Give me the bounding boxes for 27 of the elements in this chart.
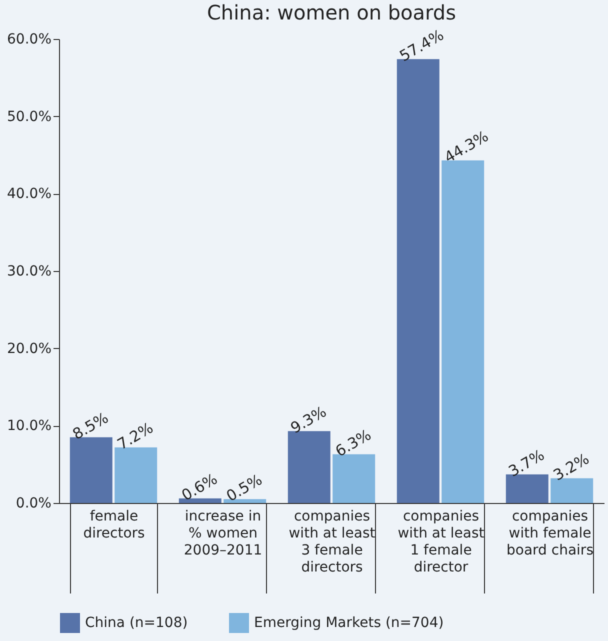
chart-title: China: women on boards (206, 0, 456, 25)
bar (224, 499, 266, 503)
y-tick-label: 40.0% (7, 186, 52, 202)
y-tick-label: 50.0% (7, 108, 52, 125)
y-tick-label: 20.0% (7, 340, 52, 357)
bar (442, 160, 484, 503)
data-label: 0.6% (178, 470, 221, 504)
x-tick-label: companies with at least 3 female directors (288, 508, 376, 576)
x-tick-label: increase in % women 2009–2011 (184, 508, 262, 558)
x-tick-label: companies with at least 1 female director (398, 508, 485, 576)
bar (288, 431, 330, 503)
bar (396, 59, 440, 503)
y-tick-label: 60.0% (7, 32, 52, 48)
legend-label: Emerging Markets (n=704) (254, 615, 444, 631)
bar (332, 454, 376, 503)
bar (178, 498, 222, 503)
y-tick-label: 0.0% (16, 496, 52, 512)
data-label: 0.5% (223, 470, 266, 506)
y-tick-label: 10.0% (7, 418, 52, 434)
x-tick-label: female directors (83, 508, 145, 542)
bar (550, 478, 594, 503)
bar (114, 447, 158, 503)
bar (506, 474, 548, 503)
x-tick-label: companies with female board chairs (506, 508, 594, 558)
bar (70, 437, 112, 503)
legend-label: China (n=108) (85, 615, 188, 631)
y-tick-label: 30.0% (7, 264, 52, 280)
